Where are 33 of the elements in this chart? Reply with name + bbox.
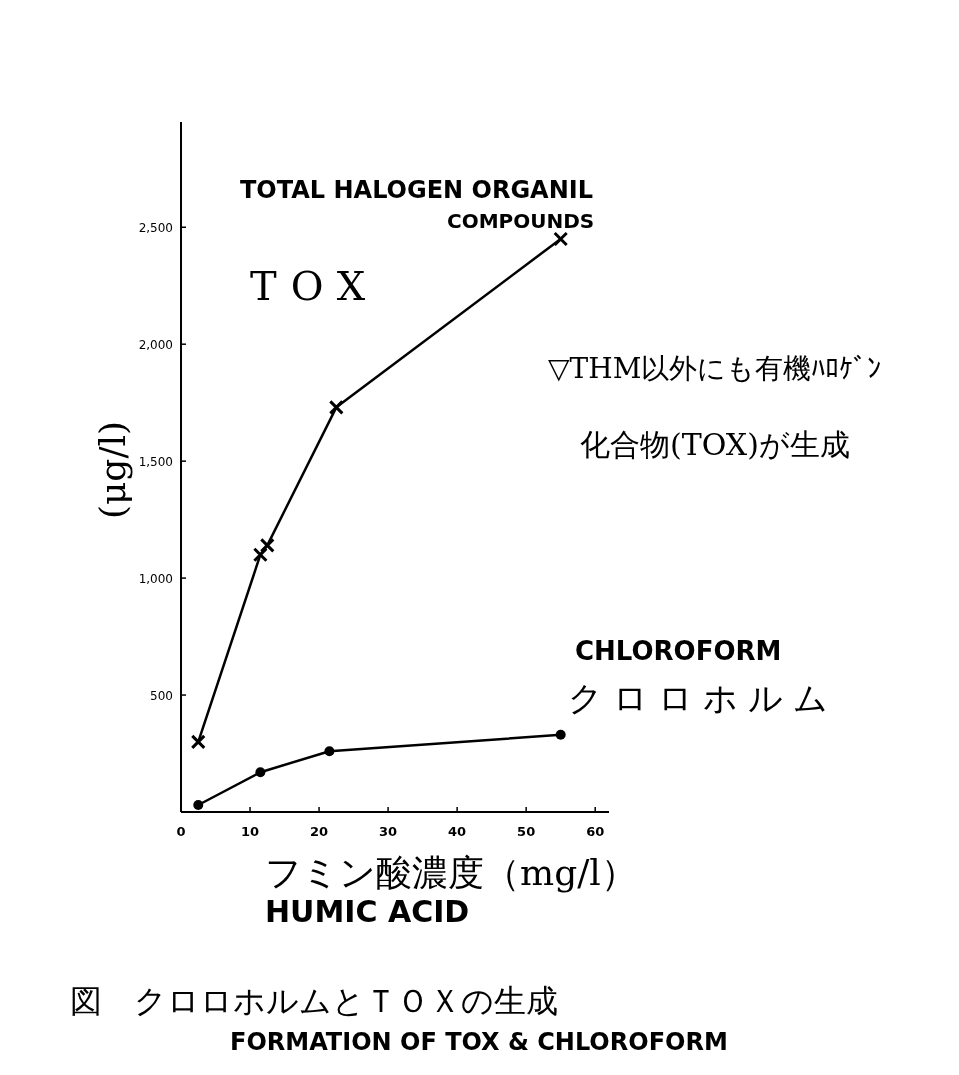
y-tick-label: 500 — [150, 689, 173, 704]
y-axis-title: (μg/l) — [92, 420, 133, 520]
x-tick-label: 30 — [379, 824, 398, 839]
series-label: TOX — [250, 263, 380, 309]
point — [190, 734, 206, 750]
annotation: 化合物(TOX)が生成 — [580, 427, 850, 462]
point — [553, 231, 569, 247]
annotation: TOTAL HALOGEN ORGANIL — [240, 176, 594, 204]
x-tick-label: 0 — [176, 824, 186, 839]
point — [259, 537, 275, 553]
annotation: CHLOROFORM — [575, 636, 782, 666]
x-tick-label: 20 — [310, 824, 329, 839]
point — [252, 547, 268, 563]
annotation: ▽THM以外にも有機ﾊﾛｹﾞﾝ — [548, 352, 882, 385]
point — [328, 399, 344, 415]
point — [193, 799, 204, 810]
point — [324, 746, 335, 757]
point — [255, 767, 266, 778]
x-axis-title: フミン酸濃度（mg/l） — [265, 852, 637, 893]
text: 図 クロロホルムとＴＯＸの生成 — [70, 982, 558, 1020]
x-tick-label: 50 — [517, 824, 536, 839]
y-tick-label: 2,000 — [138, 338, 173, 353]
y-tick-label: 1,500 — [138, 455, 173, 470]
point — [555, 729, 566, 740]
y-tick-label: 2,500 — [138, 221, 173, 236]
x-tick-label: 40 — [448, 824, 467, 839]
series-label: クロロホルム — [568, 678, 838, 718]
annotation: COMPOUNDS — [447, 209, 595, 233]
text: FORMATION OF TOX & CHLOROFORM — [230, 1028, 728, 1056]
x-tick-label: 10 — [240, 824, 260, 839]
x-tick-label: 60 — [586, 824, 605, 839]
y-tick-label: 1,000 — [138, 572, 173, 587]
text: HUMIC ACID — [265, 894, 470, 929]
